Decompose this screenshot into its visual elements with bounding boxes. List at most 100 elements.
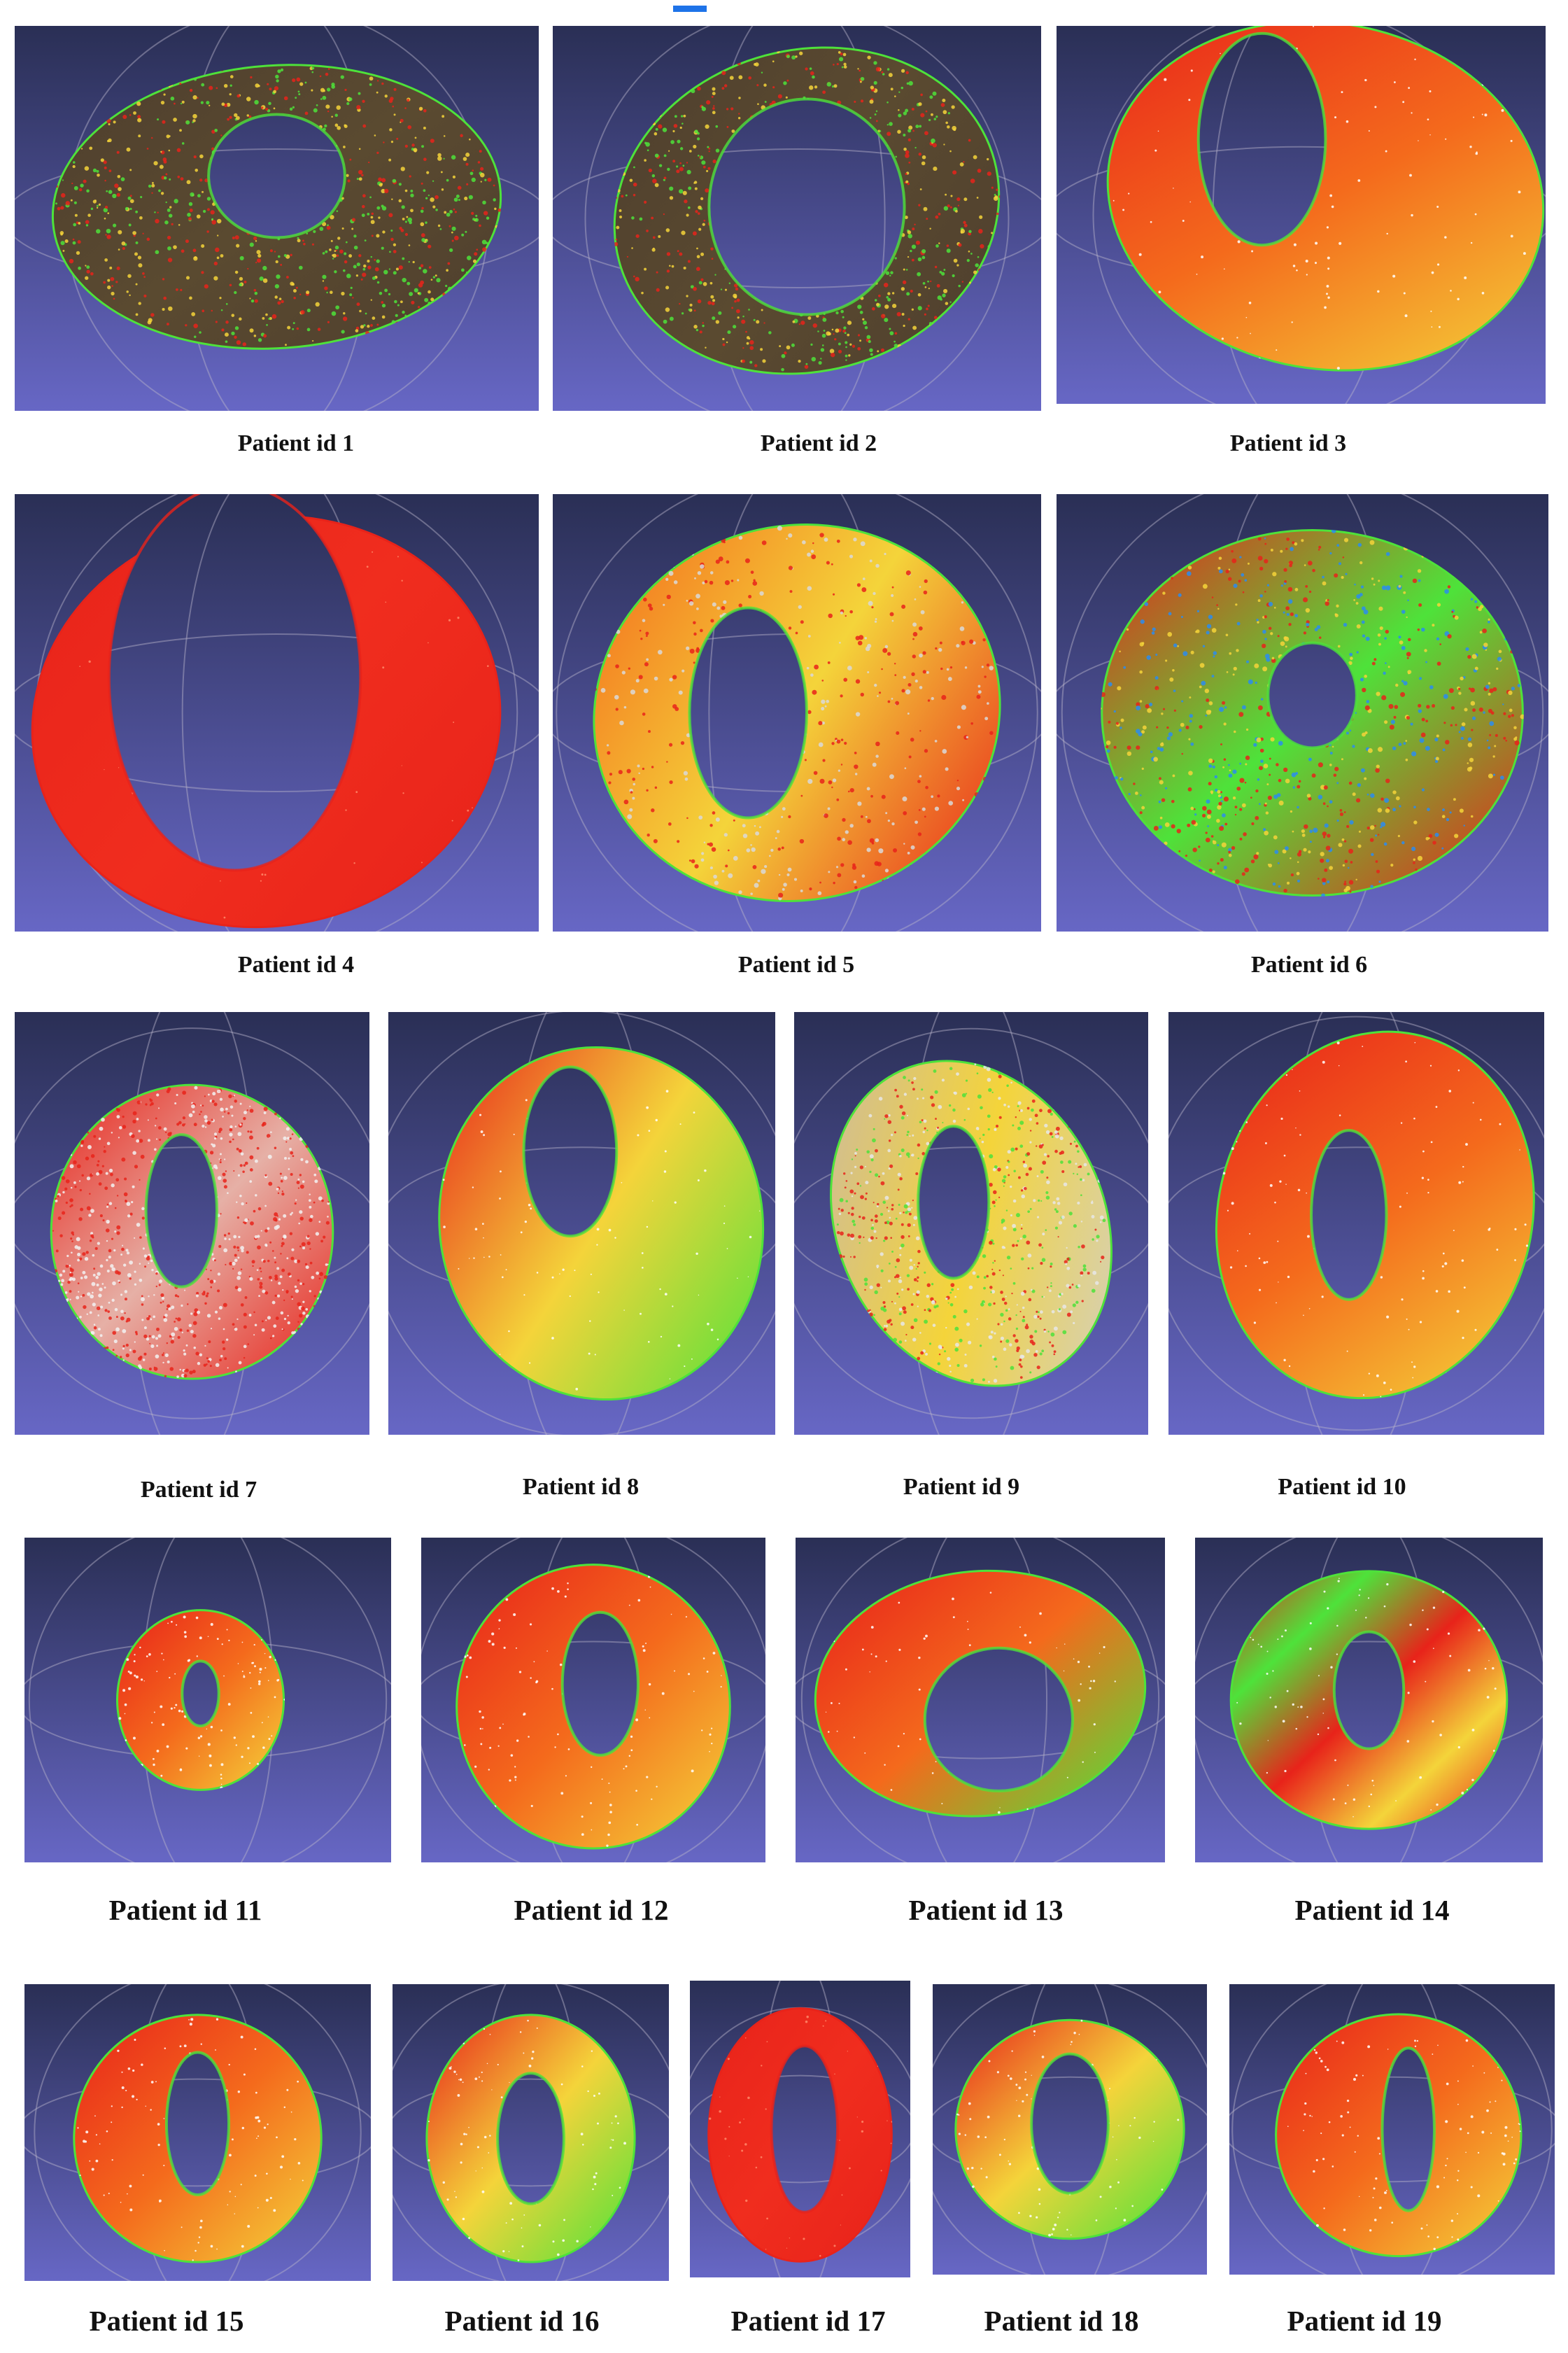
- surface-speckle: [1222, 1041, 1529, 1398]
- render-canvas: [24, 1984, 371, 2281]
- caption-patient-19: Patient id 19: [1287, 2305, 1442, 2337]
- render-canvas: [15, 1012, 369, 1435]
- render-canvas: [1195, 1538, 1543, 1862]
- surface-speckle: [611, 50, 1003, 372]
- surface-speckle: [463, 1575, 722, 1847]
- accent-dash: [673, 6, 707, 12]
- ring-surface: [826, 1055, 1117, 1391]
- panel-patient-10: [1168, 1012, 1544, 1435]
- panel-patient-1: [15, 26, 539, 411]
- ring-surface: [112, 1605, 290, 1795]
- render-canvas: [794, 1012, 1148, 1435]
- caption-patient-5: Patient id 5: [737, 952, 855, 978]
- surface-speckle: [52, 1086, 330, 1378]
- panel-patient-6: [1057, 494, 1548, 932]
- render-canvas: [553, 26, 1041, 411]
- ring-hole-edge: [164, 2051, 231, 2197]
- ring-surface: [950, 2014, 1189, 2245]
- surface-speckle: [50, 66, 502, 346]
- render-canvas: [1168, 1012, 1544, 1435]
- surface-speckle: [825, 1592, 1116, 1814]
- panel-patient-18: [933, 1984, 1207, 2275]
- ring-hole-edge: [770, 2044, 840, 2214]
- ring-surface: [421, 2009, 640, 2268]
- render-canvas: [421, 1538, 765, 1862]
- render-canvas: [690, 1981, 910, 2277]
- surface-speckle: [77, 2018, 304, 2261]
- panel-patient-4: [15, 494, 539, 932]
- ring-hole-edge: [207, 113, 346, 239]
- ring-hole-edge: [107, 494, 362, 872]
- caption-patient-1: Patient id 1: [237, 430, 355, 456]
- caption-patient-17: Patient id 17: [730, 2305, 886, 2337]
- panel-patient-8: [388, 1012, 775, 1435]
- caption-patient-3: Patient id 3: [1229, 430, 1347, 456]
- caption-patient-10: Patient id 10: [1278, 1474, 1406, 1500]
- ring-surface: [451, 1559, 735, 1854]
- ring-hole-edge: [923, 1646, 1074, 1792]
- ring-hole-edge: [1332, 1630, 1406, 1750]
- panel-patient-16: [393, 1984, 669, 2281]
- panel-patient-12: [421, 1538, 765, 1862]
- ring-hole-edge: [1266, 641, 1358, 750]
- render-canvas: [1057, 26, 1546, 404]
- ring-surface: [434, 1041, 769, 1405]
- ring-hole-edge: [1310, 1129, 1388, 1301]
- ring-hole-edge: [522, 1065, 619, 1238]
- ring-hole-edge: [1196, 31, 1327, 247]
- panel-patient-15: [24, 1984, 371, 2281]
- panel-patient-19: [1229, 1984, 1555, 2275]
- render-canvas: [15, 26, 539, 411]
- ring-surface: [609, 42, 1005, 379]
- ring-hole-edge: [144, 1133, 218, 1288]
- ring-surface: [1225, 1566, 1513, 1834]
- caption-patient-4: Patient id 4: [237, 952, 355, 978]
- render-canvas: [15, 494, 539, 932]
- ring-surface: [69, 2009, 327, 2268]
- panel-patient-5: [553, 494, 1041, 932]
- caption-patient-7: Patient id 7: [140, 1477, 257, 1503]
- render-canvas: [796, 1538, 1165, 1862]
- render-canvas: [933, 1984, 1207, 2275]
- ring-hole-edge: [181, 1659, 220, 1728]
- surface-speckle: [79, 551, 489, 919]
- render-canvas: [553, 494, 1041, 932]
- surface-speckle: [836, 1055, 1106, 1391]
- panel-patient-14: [1195, 1538, 1543, 1862]
- panel-patient-3: [1057, 26, 1546, 404]
- ring-hole-edge: [917, 1125, 991, 1280]
- caption-patient-12: Patient id 12: [514, 1894, 669, 1926]
- panel-patient-13: [796, 1538, 1165, 1862]
- ring-hole-edge: [707, 97, 906, 316]
- render-canvas: [24, 1538, 391, 1862]
- ring-hole-edge: [1380, 2046, 1436, 2212]
- surface-speckle: [709, 2016, 893, 2257]
- ring-surface: [1210, 1026, 1539, 1404]
- caption-patient-15: Patient id 15: [89, 2305, 244, 2337]
- ring-surface: [1271, 2009, 1527, 2262]
- caption-patient-11: Patient id 11: [108, 1894, 262, 1926]
- surface-speckle: [1236, 1578, 1497, 1818]
- ring-surface: [45, 1079, 339, 1384]
- surface-speckle: [956, 2019, 1180, 2237]
- ring-hole-edge: [1030, 2052, 1110, 2195]
- ring-hole-edge: [688, 606, 808, 820]
- caption-patient-6: Patient id 6: [1250, 952, 1368, 978]
- ring-surface: [1102, 26, 1546, 376]
- panel-patient-2: [553, 26, 1041, 411]
- surface-speckle: [1099, 528, 1525, 898]
- render-canvas: [393, 1984, 669, 2281]
- caption-patient-16: Patient id 16: [444, 2305, 600, 2337]
- caption-patient-13: Patient id 13: [908, 1894, 1064, 1926]
- caption-patient-8: Patient id 8: [522, 1474, 640, 1500]
- render-canvas: [388, 1012, 775, 1435]
- surface-speckle: [1287, 2039, 1521, 2251]
- caption-patient-9: Patient id 9: [903, 1474, 1020, 1500]
- render-canvas: [1057, 494, 1548, 932]
- panel-patient-17: [690, 1981, 910, 2277]
- ring-hole-edge: [496, 2072, 565, 2205]
- panel-patient-11: [24, 1538, 391, 1862]
- caption-patient-18: Patient id 18: [984, 2305, 1139, 2337]
- panel-patient-7: [15, 1012, 369, 1435]
- panel-patient-9: [794, 1012, 1148, 1435]
